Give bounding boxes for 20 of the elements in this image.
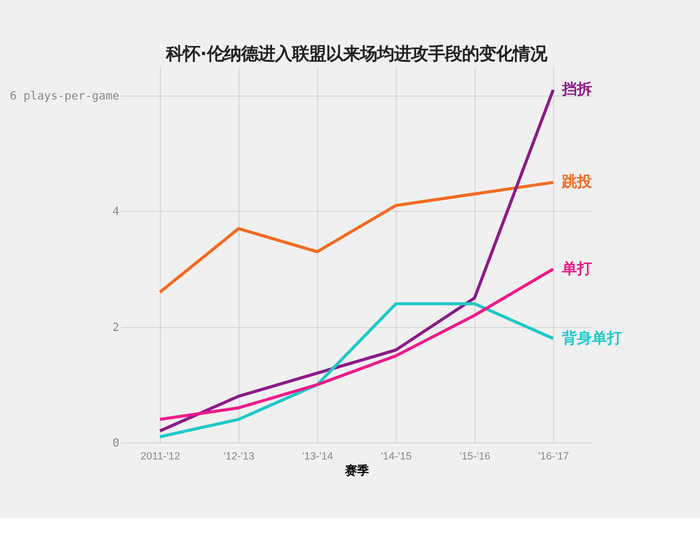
line-series <box>158 268 555 421</box>
x-axis-title: 赛季 <box>344 463 370 478</box>
y-tick-label: 2 <box>112 320 120 334</box>
line-series <box>158 88 555 432</box>
line-series <box>158 302 555 438</box>
y-tick-label: 4 <box>112 204 120 218</box>
x-tick-label: '15-'16 <box>460 452 491 463</box>
series-label: 跳投 <box>560 172 593 191</box>
y-tick-label: 0 <box>112 435 120 450</box>
y-tick-label: 6 plays-per-game <box>10 88 120 103</box>
series-label: 单打 <box>560 259 592 278</box>
x-tick-label: '16-'17 <box>538 452 570 463</box>
series-label: 挡拆 <box>560 80 592 98</box>
x-tick-label: 2011-'12 <box>140 452 180 463</box>
x-tick-label: '14-'15 <box>380 452 412 463</box>
chart-title: 科怀·伦纳德进入联盟以来场均进攻手段的变化情况 <box>165 44 548 65</box>
x-tick-label: '12-'13 <box>224 452 255 463</box>
line-series <box>158 180 555 294</box>
x-tick-label: '13-'14 <box>302 452 334 463</box>
series-label: 背身单打 <box>560 328 622 347</box>
